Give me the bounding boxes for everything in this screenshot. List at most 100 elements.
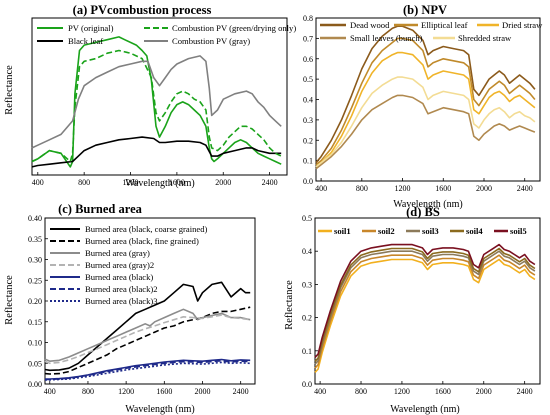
panel-d-xlabel: Wavelength (nm) xyxy=(390,404,459,415)
panel-b-xtick-label: 1200 xyxy=(395,184,411,193)
panel-a-xtick-label: 2000 xyxy=(215,178,231,187)
panel-b: (b) NPV Wavelength (nm) 400 800 1200 1600 20… xyxy=(303,3,543,210)
legend-label-burned-black3: Burned area (black)3 xyxy=(85,296,158,306)
panel-c-series xyxy=(44,281,251,381)
panel-a-series xyxy=(31,36,282,168)
panel-a-xtick-label: 2400 xyxy=(262,178,278,187)
series-line-burned-area-black-3 xyxy=(45,361,251,381)
series-line-small-leaves-bunch- xyxy=(315,94,536,170)
panel-d-ylabel: Reflectance xyxy=(284,280,295,330)
legend-label-burned-coarse: Burned area (black, coarse grained) xyxy=(85,224,208,234)
series-line-dead-wood xyxy=(315,25,536,164)
series-line-burned-area-gray- xyxy=(44,308,251,363)
panel-b-xtick-label: 2400 xyxy=(517,184,533,193)
legend-label-burned-gray2: Burned area (gray)2 xyxy=(85,260,154,270)
panel-d-ytick-label: 0.3 xyxy=(302,280,312,289)
panel-b-series xyxy=(315,25,536,170)
legend-label-small-leaves: Small leaves (bunch) xyxy=(350,33,423,43)
series-line-soil5 xyxy=(314,243,536,358)
series-line-burned-area-black-2 xyxy=(45,359,251,381)
panel-b-ytick-label: 0.8 xyxy=(303,14,313,23)
series-line-combustion-pv-green-drying-only- xyxy=(31,49,282,163)
panel-c-ytick-label: 0.10 xyxy=(28,339,42,348)
legend-label-soil3: soil3 xyxy=(422,226,439,236)
legend-label-combustion-green: Combustion PV (green/drying only) xyxy=(172,23,296,33)
panel-a-xtick-label: 800 xyxy=(78,178,90,187)
panel-d-xtick-label: 1200 xyxy=(394,387,410,396)
legend-label-soil2: soil2 xyxy=(378,226,395,236)
panel-c-ytick-label: 0.15 xyxy=(28,318,42,327)
legend-label-soil4: soil4 xyxy=(466,226,483,236)
panel-d-ytick-label: 0.2 xyxy=(302,314,312,323)
panel-d-ytick-label: 0.1 xyxy=(302,347,312,356)
series-line-dried-straw xyxy=(315,51,536,168)
panel-d-ytick-label: 0.5 xyxy=(302,214,312,223)
panel-a-xtick-label: 400 xyxy=(32,178,44,187)
legend-label-shredded-straw: Shredded straw xyxy=(458,33,512,43)
series-line-pv-original- xyxy=(31,36,282,168)
panel-d-ytick-label: 0.4 xyxy=(302,247,312,256)
series-line-soil2 xyxy=(314,254,536,369)
panel-b-xtick-label: 400 xyxy=(315,184,327,193)
panel-a-title: (a) PVcombustion process xyxy=(73,3,212,17)
panel-b-ytick-label: 0.7 xyxy=(303,34,313,43)
series-line-elliptical-leaf xyxy=(315,37,536,166)
panel-c-ytick-label: 0.30 xyxy=(28,256,42,265)
panel-a-xtick-label: 1200 xyxy=(123,178,139,187)
panel-d-xtick-label: 2400 xyxy=(517,387,533,396)
panel-c-title: (c) Burned area xyxy=(58,202,143,216)
panel-a-ticks: 400 800 1200 1600 2000 2400 xyxy=(32,172,278,187)
series-line-combustion-pv-gray- xyxy=(31,55,282,149)
panel-c-ytick-label: 0.20 xyxy=(28,297,42,306)
panel-b-xtick-label: 2000 xyxy=(476,184,492,193)
panel-c-ylabel: Reflectance xyxy=(4,275,15,325)
legend-label-burned-fine: Burned area (black, fine grained) xyxy=(85,236,199,246)
series-line-soil1 xyxy=(314,258,536,373)
legend-label-combustion-gray: Combustion PV (gray) xyxy=(172,36,250,46)
panel-d-xtick-label: 800 xyxy=(355,387,367,396)
panel-c-xtick-label: 1200 xyxy=(118,387,134,396)
panel-d-xtick-label: 1600 xyxy=(435,387,451,396)
panel-b-title: (b) NPV xyxy=(403,3,447,17)
series-line-shredded-straw xyxy=(315,76,536,168)
panel-a-frame xyxy=(31,17,288,176)
legend-label-dead-wood: Dead wood xyxy=(350,20,390,30)
panel-a-ylabel: Reflectance xyxy=(4,65,15,115)
panel-c-ytick-label: 0.05 xyxy=(28,359,42,368)
panel-c-legend: Burned area (black, coarse grained) Burn… xyxy=(50,224,208,306)
panel-d-frame xyxy=(314,217,541,385)
legend-label-burned-gray: Burned area (gray) xyxy=(85,248,150,258)
panel-c-xtick-label: 2000 xyxy=(195,387,211,396)
series-line-soil3 xyxy=(314,250,536,365)
panel-c-ytick-label: 0.00 xyxy=(28,380,42,389)
legend-label-soil5: soil5 xyxy=(510,226,527,236)
panel-d-legend: soil1 soil2 soil3 soil4 soil5 xyxy=(318,226,527,236)
panel-d-title: (d) BS xyxy=(406,205,440,219)
panel-a-xtick-label: 1600 xyxy=(169,178,185,187)
series-line-burned-area-gray-2 xyxy=(44,314,251,365)
panel-c-ytick-label: 0.35 xyxy=(28,235,42,244)
series-line-burned-area-black-fine-grained- xyxy=(44,306,251,375)
panel-a: (a) PVcombustion process Reflectance Wav… xyxy=(4,3,296,189)
panel-b-xtick-label: 1600 xyxy=(435,184,451,193)
legend-label-burned-black: Burned area (black) xyxy=(85,272,153,282)
legend-label-soil1: soil1 xyxy=(334,226,351,236)
panel-d-xtick-label: 2000 xyxy=(476,387,492,396)
panel-a-legend: PV (original) Combustion PV (green/dryin… xyxy=(37,23,296,46)
panel-d-ytick-label: 0.0 xyxy=(302,380,312,389)
series-line-soil4 xyxy=(314,247,536,362)
panel-a-xlabel: Wavelength (nm) xyxy=(125,178,194,189)
panel-b-ytick-label: 0.0 xyxy=(303,177,313,186)
legend-label-elliptical-leaf: Elliptical leaf xyxy=(421,20,468,30)
panel-c-xtick-label: 2400 xyxy=(233,387,249,396)
panel-d-xtick-label: 400 xyxy=(314,387,326,396)
panel-d-ticks: 400 800 1200 1600 2000 2400 0.0 0.1 0.2 0.3 0.4 0.5 xyxy=(302,214,533,396)
panel-c: (c) Burned area Reflectance Wavelength (… xyxy=(4,202,256,415)
panel-b-ytick-label: 0.4 xyxy=(303,96,313,105)
series-line-black-leaf xyxy=(31,136,282,168)
legend-label-burned-black2: Burned area (black)2 xyxy=(85,284,158,294)
panel-b-ytick-label: 0.2 xyxy=(303,136,313,145)
panel-c-ticks: 400 800 1200 1600 2000 2400 0.00 0.05 0.10 0.15 0.… xyxy=(28,214,249,396)
panel-c-xtick-label: 1600 xyxy=(156,387,172,396)
